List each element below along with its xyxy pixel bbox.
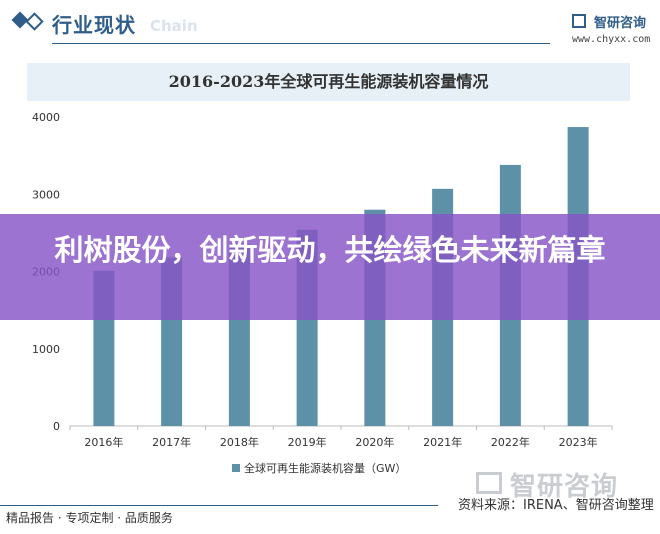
x-tick-label: 2021年	[423, 435, 462, 449]
headline-overlay	[0, 214, 660, 320]
header: 行业现状 Chain 智研咨询 www.chyxx.com	[0, 0, 660, 48]
chart-title-band	[27, 63, 630, 101]
header-divider	[52, 43, 550, 44]
brand-logo-icon	[572, 14, 586, 28]
footer-divider	[0, 505, 438, 506]
x-tick-label: 2017年	[152, 435, 191, 449]
x-tick-label: 2018年	[220, 435, 259, 449]
y-tick-label: 1000	[32, 343, 60, 356]
legend-label: 全球可再生能源装机容量（GW）	[244, 461, 406, 475]
brand-name: 智研咨询	[594, 16, 647, 31]
legend-swatch	[232, 464, 240, 472]
section-title: 行业现状	[52, 13, 136, 37]
x-tick-label: 2020年	[355, 435, 394, 449]
x-tick-label: 2022年	[491, 435, 530, 449]
x-tick-label: 2016年	[84, 435, 123, 449]
x-axis-labels: 2016年 2017年 2018年 2019年 2020年 2021年 2022年 2023年	[69, 426, 613, 449]
x-tick-label: 2023年	[559, 435, 598, 449]
y-tick-label: 3000	[32, 188, 60, 201]
brand-url: www.chyxx.com	[572, 34, 651, 45]
watermark: 智研咨询	[510, 472, 619, 502]
watermark-logo-icon	[476, 472, 502, 494]
chart-title: 2016-2023年全球可再生能源装机容量情况	[168, 72, 489, 91]
y-tick-label: 0	[53, 420, 60, 433]
x-tick-label: 2019年	[288, 435, 327, 449]
section-subtitle: Chain	[150, 17, 198, 35]
footer-text: 精品报告 · 专项定制 · 品质服务	[6, 511, 173, 525]
source-note: 资料来源：IRENA、智研咨询整理	[458, 498, 654, 513]
legend: 全球可再生能源装机容量（GW）	[232, 461, 406, 475]
y-tick-label: 4000	[32, 111, 60, 124]
headline-text: 利树股份，创新驱动，共绘绿色未来新篇章	[54, 233, 606, 267]
